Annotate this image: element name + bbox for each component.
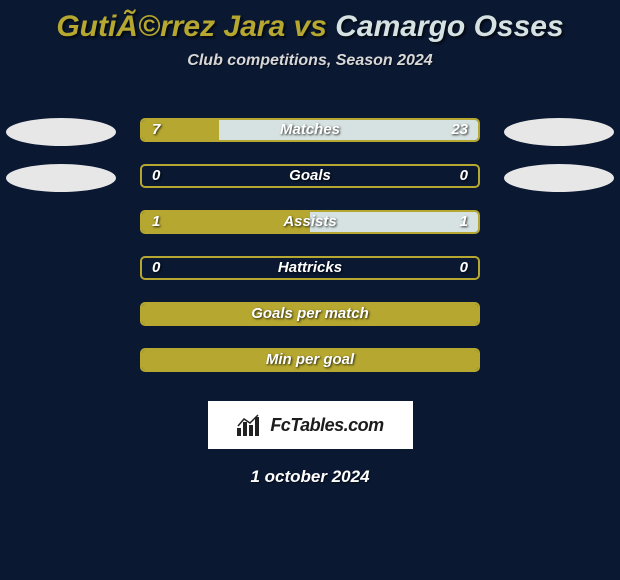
bars-icon — [236, 414, 264, 436]
subtitle: Club competitions, Season 2024 — [0, 52, 620, 70]
stat-row: Min per goal — [0, 345, 620, 391]
stat-value-left: 1 — [152, 210, 160, 234]
stat-row: Assists1 1 — [0, 207, 620, 253]
stat-row: Hattricks0 0 — [0, 253, 620, 299]
stat-value-left: 7 — [152, 118, 160, 142]
player-right-marker — [504, 118, 614, 146]
player-right-marker — [504, 164, 614, 192]
branding-badge: FcTables.com — [208, 401, 413, 449]
player-left-marker — [6, 164, 116, 192]
branding-text: FcTables.com — [270, 415, 383, 436]
stat-value-right: 0 — [460, 164, 468, 188]
stat-value-right: 1 — [460, 210, 468, 234]
stat-label: Hattricks — [140, 256, 480, 280]
stat-row: Matches7 23 — [0, 115, 620, 161]
page-title: GutiÃ©rrez Jara vs Camargo Osses — [0, 0, 620, 44]
stat-value-left: 0 — [152, 164, 160, 188]
title-text: GutiÃ©rrez Jara vs Camargo Osses — [56, 10, 563, 43]
stat-label: Min per goal — [140, 348, 480, 372]
date-text: 1 october 2024 — [0, 467, 620, 487]
stat-value-left: 0 — [152, 256, 160, 280]
stat-label: Matches — [140, 118, 480, 142]
comparison-card: GutiÃ©rrez Jara vs Camargo Osses Club co… — [0, 0, 620, 580]
stat-label: Goals per match — [140, 302, 480, 326]
stat-value-right: 0 — [460, 256, 468, 280]
stat-row: Goals per match — [0, 299, 620, 345]
stat-row: Goals0 0 — [0, 161, 620, 207]
stat-label: Assists — [140, 210, 480, 234]
stat-value-right: 23 — [451, 118, 468, 142]
stats-block: Matches723Goals00Assists11Hattricks00Goa… — [0, 115, 620, 391]
player-left-marker — [6, 118, 116, 146]
stat-label: Goals — [140, 164, 480, 188]
